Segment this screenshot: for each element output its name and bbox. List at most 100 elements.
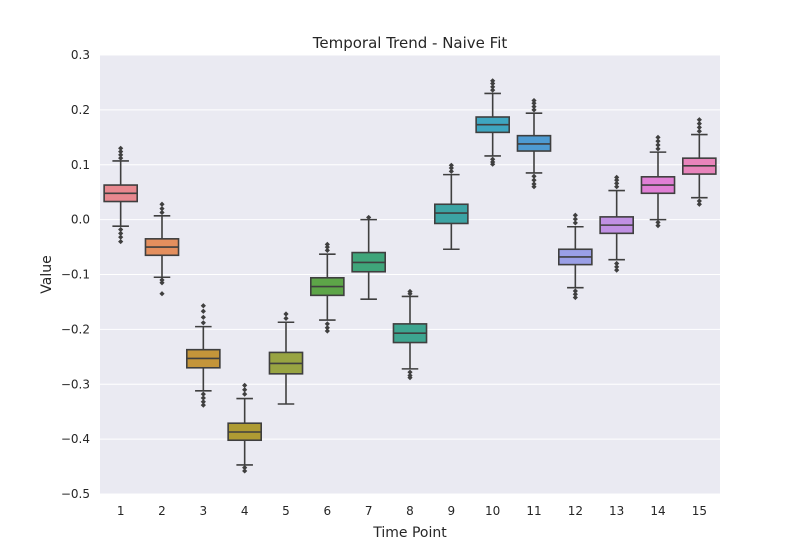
outlier-point — [118, 230, 124, 236]
outlier-point — [614, 174, 620, 180]
outlier-point — [490, 80, 496, 87]
outlier-point — [118, 152, 124, 158]
x-tick-label: 4 — [241, 504, 249, 518]
outlier-point — [159, 201, 165, 207]
x-tick-label: 3 — [200, 504, 208, 518]
outlier-point — [572, 294, 578, 301]
outlier-point — [159, 206, 165, 212]
y-tick-labels: −0.5 −0.4 −0.3 −0.2 −0.1 0.0 0.1 0.2 0.3 — [61, 48, 90, 501]
outlier-point — [655, 142, 661, 148]
box-plot-9 — [433, 162, 469, 251]
x-tick-label: 7 — [365, 504, 373, 518]
outlier-point — [407, 375, 413, 381]
box-plot-3 — [186, 303, 221, 408]
outlier-point — [200, 399, 206, 405]
y-tick-label: −0.3 — [61, 377, 90, 391]
outlier-point — [490, 161, 496, 167]
y-tick-label: 0.0 — [71, 213, 90, 227]
x-tick-label: 5 — [282, 504, 290, 518]
outlier-point — [448, 165, 454, 171]
outlier-point — [118, 238, 124, 245]
outlier-point — [655, 219, 661, 225]
box-plot-10 — [475, 78, 510, 167]
outlier-point — [159, 277, 165, 283]
outlier-point — [614, 264, 620, 270]
box-plot-13 — [599, 174, 635, 273]
outlier-point — [614, 267, 620, 273]
outlier-point — [118, 148, 124, 155]
outlier-point — [490, 84, 496, 90]
y-axis-label: Value — [39, 255, 55, 293]
y-tick-label: 0.3 — [71, 48, 90, 62]
outlier-point — [531, 181, 537, 187]
box-plot-5 — [268, 311, 304, 405]
boxes-layer — [103, 78, 717, 474]
outlier-point — [696, 201, 702, 207]
box-plot-12 — [557, 212, 593, 301]
outlier-point — [696, 120, 702, 127]
outlier-point — [531, 100, 537, 106]
outlier-point — [696, 198, 702, 204]
x-tick-label: 9 — [448, 504, 456, 518]
outlier-point — [531, 107, 537, 113]
outlier-point — [200, 314, 206, 320]
outlier-point — [159, 209, 165, 216]
outlier-point — [614, 177, 620, 183]
outlier-point — [490, 156, 496, 162]
outlier-point — [572, 216, 578, 222]
x-tick-label: 15 — [692, 504, 707, 518]
outlier-point — [572, 291, 578, 297]
outlier-point — [366, 214, 372, 221]
outlier-point — [324, 328, 330, 334]
box-plot-11 — [516, 97, 552, 190]
outlier-point — [200, 391, 206, 397]
outlier-point — [655, 134, 661, 140]
x-tick-label: 1 — [117, 504, 125, 518]
x-tick-label: 12 — [568, 504, 583, 518]
outlier-point — [242, 465, 248, 471]
outlier-point — [407, 369, 413, 375]
outlier-point — [159, 280, 165, 286]
outlier-point — [159, 291, 165, 297]
outlier-point — [448, 162, 454, 168]
box-plot-2 — [144, 201, 180, 297]
x-axis-label: Time Point — [372, 525, 447, 541]
outlier-point — [614, 260, 620, 267]
outlier-point — [490, 87, 496, 93]
outlier-point — [242, 387, 248, 393]
y-tick-label: −0.1 — [61, 268, 90, 282]
outlier-point — [324, 247, 330, 253]
box-plot-1 — [103, 145, 138, 245]
outlier-point — [324, 241, 330, 247]
box-plot-14 — [640, 134, 676, 229]
outlier-point — [531, 184, 537, 190]
outlier-point — [531, 103, 537, 110]
x-tick-label: 10 — [485, 504, 500, 518]
outlier-point — [407, 288, 413, 295]
outlier-point — [655, 146, 661, 152]
outlier-point — [531, 97, 537, 104]
outlier-point — [614, 184, 620, 190]
chart-title: Temporal Trend - Naive Fit — [312, 34, 508, 52]
y-tick-label: −0.4 — [61, 432, 90, 446]
outlier-point — [118, 155, 124, 161]
outlier-point — [324, 321, 330, 327]
outlier-point — [655, 138, 661, 144]
outlier-point — [531, 177, 537, 183]
x-tick-label: 6 — [324, 504, 332, 518]
y-tick-label: 0.2 — [71, 103, 90, 117]
y-tick-label: −0.5 — [61, 487, 90, 501]
outlier-point — [531, 173, 537, 179]
outlier-point — [614, 180, 620, 187]
outlier-point — [242, 382, 248, 388]
outlier-point — [242, 391, 248, 397]
outlier-point — [448, 168, 454, 174]
outlier-point — [572, 220, 578, 226]
box-plot-8 — [392, 288, 428, 381]
outlier-point — [200, 308, 206, 314]
outlier-point — [696, 128, 702, 134]
outlier-point — [200, 320, 206, 326]
outlier-point — [283, 315, 289, 321]
y-tick-label: 0.1 — [71, 158, 90, 172]
outlier-point — [283, 311, 289, 317]
